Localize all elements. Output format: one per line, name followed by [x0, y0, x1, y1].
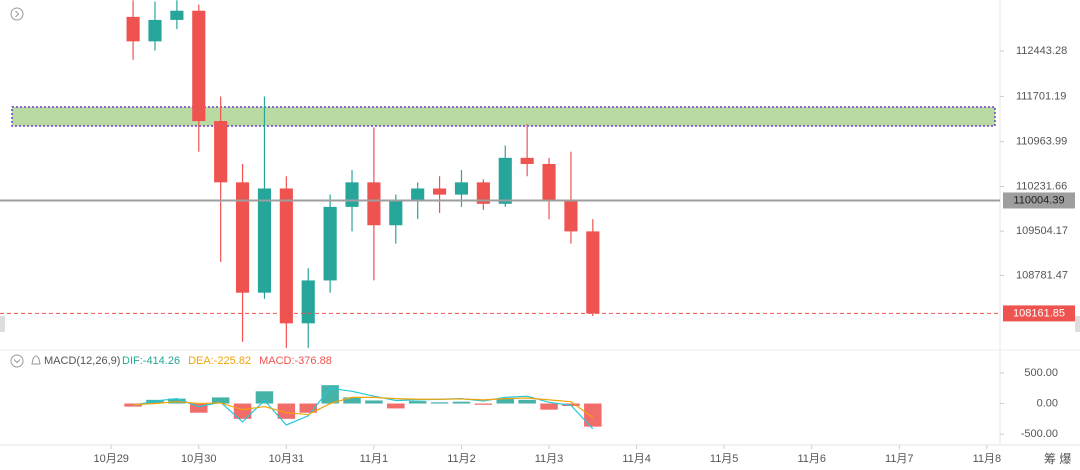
macd-readout: DIF:-414.26: [122, 355, 180, 367]
candle-body: [367, 182, 381, 226]
macd-bar: [430, 402, 449, 404]
macd-bar: [211, 397, 230, 404]
candle-body: [411, 188, 425, 201]
macd-bar: [584, 403, 602, 427]
y-tick-label: 112443.28: [1016, 45, 1067, 57]
x-tick-label: 10月31: [269, 453, 304, 465]
x-tick-label: 11月8: [973, 453, 1002, 465]
macd-bar: [255, 391, 274, 404]
macd-readout: DEA:-225.82: [188, 355, 251, 367]
macd-bar: [190, 403, 208, 413]
macd-bar: [408, 401, 427, 404]
x-tick-label: 11月4: [622, 453, 651, 465]
macd-line: [132, 387, 594, 430]
candle-body: [323, 206, 337, 281]
macd-y-tick-label: -500.00: [1021, 428, 1058, 440]
candle-body: [148, 19, 162, 42]
y-tick-label: 108781.47: [1016, 269, 1068, 281]
right-scroll[interactable]: [1075, 316, 1080, 332]
price-tag: [1003, 305, 1075, 322]
candle-body: [126, 16, 140, 42]
candle-body: [192, 10, 206, 122]
macd-bar: [146, 399, 164, 404]
macd-bar: [343, 397, 361, 404]
macd-toggle-icon: [13, 359, 21, 364]
macd-line: [133, 396, 594, 418]
candle-body: [564, 200, 578, 232]
candle-body: [301, 280, 315, 324]
candle-body: [454, 182, 469, 195]
x-tick-label: 10月29: [93, 453, 128, 465]
macd-bar: [452, 401, 471, 404]
price-tag-label: 108161.85: [1013, 307, 1065, 319]
macd-title: MACD(12,26,9): [44, 355, 120, 367]
candle-body: [235, 182, 250, 293]
candle-body: [586, 231, 600, 314]
macd-bar: [474, 403, 493, 405]
x-tick-label: 11月2: [447, 453, 476, 465]
candle-body: [542, 163, 556, 201]
macd-bar: [518, 399, 536, 404]
macd-bar: [562, 403, 580, 406]
y-tick-label: 111701.19: [1016, 90, 1066, 102]
candle-body: [498, 157, 512, 204]
macd-bar: [299, 403, 317, 413]
candle-body: [433, 188, 447, 195]
price-tag: [1003, 192, 1075, 209]
x-tick-label: 11月6: [797, 453, 826, 465]
alert-icon[interactable]: [31, 355, 41, 365]
candle-body: [520, 157, 534, 164]
candle-body: [389, 200, 403, 226]
macd-bar: [233, 403, 252, 419]
macd-bar: [540, 403, 558, 410]
macd-y-tick-label: 500.00: [1024, 367, 1058, 379]
x-tick-label: 11月1: [360, 453, 389, 465]
candle-body: [279, 188, 293, 324]
macd-bar: [387, 403, 405, 409]
candle-body: [170, 10, 184, 20]
x-tick-label: 11月5: [710, 453, 739, 465]
left-scroll[interactable]: [0, 316, 5, 332]
candle-body: [214, 121, 228, 183]
candle-body: [345, 182, 359, 207]
collapse-icon: [15, 10, 20, 18]
macd-y-tick-label: 0.00: [1037, 397, 1058, 409]
macd-bar: [168, 398, 186, 404]
collapse-button[interactable]: [10, 7, 24, 21]
macd-bar: [321, 385, 339, 404]
y-tick-label: 110963.99: [1016, 136, 1067, 148]
y-tick-label: 110231.66: [1016, 180, 1067, 192]
price-tag-label: 110004.39: [1013, 194, 1064, 206]
macd-bar: [277, 403, 296, 419]
macd-bar: [365, 400, 383, 404]
candle-body: [257, 188, 272, 293]
macd-toggle[interactable]: [10, 354, 24, 368]
zone: [11, 106, 996, 127]
macd-readout: MACD:-376.88: [259, 355, 332, 367]
candle-body: [476, 182, 490, 204]
corner-text: 筹 爆: [1044, 452, 1071, 466]
x-tick-label: 11月7: [885, 453, 914, 465]
x-tick-label: 11月3: [535, 453, 564, 465]
y-tick-label: 109504.17: [1016, 225, 1068, 237]
macd-bar: [496, 398, 515, 404]
x-tick-label: 10月30: [181, 453, 216, 465]
